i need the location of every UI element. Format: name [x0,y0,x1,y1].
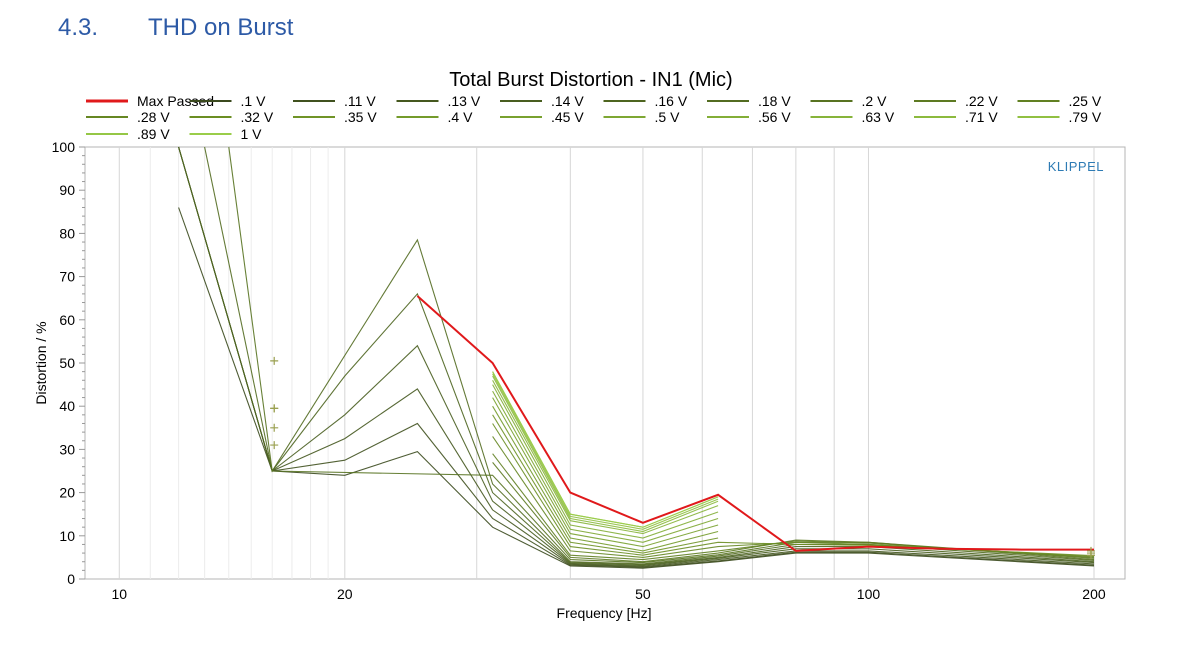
x-axis-label: Frequency [Hz] [557,605,652,621]
plus-marker [270,356,279,365]
series-line [492,453,1095,561]
series-line [492,405,719,552]
legend-label: .25 V [1069,93,1102,109]
y-tick-label: 40 [59,398,75,414]
series-line [492,436,1095,558]
legend-label: .4 V [448,109,474,125]
series-line [492,414,719,554]
section-title: THD on Burst [148,14,294,41]
series-line [492,397,719,548]
watermark-klippel: KLIPPEL [1048,159,1104,174]
plus-marker [270,404,279,413]
legend-label: .28 V [137,109,170,125]
series-line [178,207,1095,569]
legend-label: .45 V [551,109,584,125]
y-tick-label: 50 [59,355,75,371]
plus-marker [1086,551,1095,560]
legend-label: .32 V [241,109,274,125]
x-tick-label: 50 [635,586,651,602]
y-axis-label: Distortion / % [33,321,49,404]
legend-label: .11 V [344,93,376,109]
chart-title: Total Burst Distortion - IN1 (Mic) [449,69,732,91]
series-line [178,146,1095,568]
y-tick-label: 20 [59,485,75,501]
plus-marker [270,423,279,432]
data-markers [270,356,1095,560]
section-number: 4.3. [58,14,99,41]
max-passed-line [416,295,1094,552]
legend-label: .18 V [758,93,791,109]
axis-ticks: 0 10 20 30 40 50 60 70 80 90 100 10 20 50 100 200 [52,139,1106,602]
chart-legend: Max Passed .1 V .11 V .13 V .14 V .16 V .18 V.… [86,93,1102,142]
legend-label: .79 V [1069,109,1102,125]
series-line [492,375,719,533]
series-line [492,384,719,539]
series-line [178,146,1095,568]
y-tick-label: 100 [52,139,76,155]
series-line [492,380,719,535]
plus-marker [270,441,279,450]
x-tick-label: 200 [1082,586,1106,602]
legend-label: Max Passed [137,93,214,109]
x-tick-label: 100 [857,586,881,602]
x-tick-label: 10 [111,586,127,602]
legend-label: .5 V [655,109,681,125]
y-tick-label: 60 [59,312,75,328]
series-line [178,146,1095,566]
legend-label: .14 V [551,93,584,109]
legend-label: .35 V [344,109,377,125]
legend-label: .71 V [965,109,998,125]
legend-label: .1 V [241,93,267,109]
y-tick-label: 10 [59,528,75,544]
legend-label: .13 V [448,93,481,109]
legend-label: .22 V [965,93,998,109]
section-heading: 4.3. THD on Burst [58,14,293,42]
y-tick-label: 0 [67,571,75,587]
legend-label: .2 V [862,93,888,109]
legend-label: .56 V [758,109,791,125]
series-line [492,462,1095,563]
series-line [492,373,719,530]
x-tick-label: 20 [337,586,353,602]
y-tick-label: 30 [59,441,75,457]
y-tick-label: 90 [59,182,75,198]
legend-label: .63 V [862,109,895,125]
legend-label: 1 V [241,126,263,142]
series-line [492,390,719,543]
y-tick-label: 80 [59,225,75,241]
legend-label: .89 V [137,126,170,142]
series-line [492,423,1095,557]
series-lines [178,146,1095,569]
y-tick-label: 70 [59,269,75,285]
series-line [492,371,719,528]
grid-lines [118,147,1095,579]
legend-label: .16 V [655,93,688,109]
